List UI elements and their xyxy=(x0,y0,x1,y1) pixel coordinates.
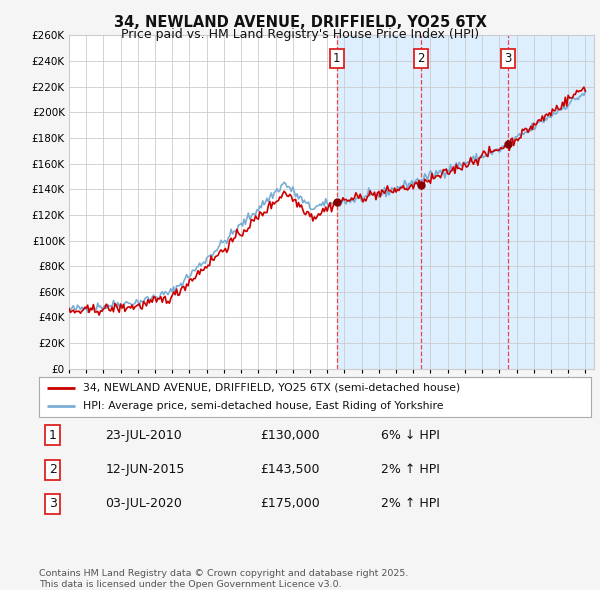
Text: Price paid vs. HM Land Registry's House Price Index (HPI): Price paid vs. HM Land Registry's House … xyxy=(121,28,479,41)
Text: 34, NEWLAND AVENUE, DRIFFIELD, YO25 6TX (semi-detached house): 34, NEWLAND AVENUE, DRIFFIELD, YO25 6TX … xyxy=(83,383,460,393)
Text: 3: 3 xyxy=(505,52,512,65)
Text: HPI: Average price, semi-detached house, East Riding of Yorkshire: HPI: Average price, semi-detached house,… xyxy=(83,401,443,411)
Text: £130,000: £130,000 xyxy=(260,429,319,442)
Text: 3: 3 xyxy=(49,497,57,510)
Text: 23-JUL-2010: 23-JUL-2010 xyxy=(105,429,182,442)
Text: 34, NEWLAND AVENUE, DRIFFIELD, YO25 6TX: 34, NEWLAND AVENUE, DRIFFIELD, YO25 6TX xyxy=(113,15,487,30)
Text: Contains HM Land Registry data © Crown copyright and database right 2025.
This d: Contains HM Land Registry data © Crown c… xyxy=(39,569,409,589)
Text: 12-JUN-2015: 12-JUN-2015 xyxy=(105,463,185,476)
Text: 2: 2 xyxy=(49,463,57,476)
Text: 6% ↓ HPI: 6% ↓ HPI xyxy=(381,429,440,442)
Text: £143,500: £143,500 xyxy=(260,463,319,476)
Text: 03-JUL-2020: 03-JUL-2020 xyxy=(105,497,182,510)
Text: £175,000: £175,000 xyxy=(260,497,320,510)
Text: 1: 1 xyxy=(333,52,340,65)
Text: 1: 1 xyxy=(49,429,57,442)
Text: 2: 2 xyxy=(417,52,425,65)
Text: 2% ↑ HPI: 2% ↑ HPI xyxy=(381,497,440,510)
Text: 2% ↑ HPI: 2% ↑ HPI xyxy=(381,463,440,476)
Bar xyxy=(337,35,594,369)
